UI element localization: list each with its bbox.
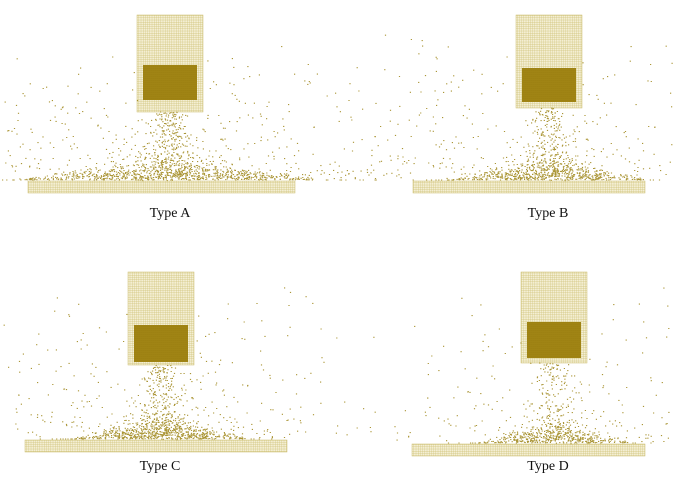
- particles: [260, 41, 672, 181]
- particle-block: [143, 65, 197, 100]
- base-plate: [412, 444, 645, 456]
- particle-block: [134, 325, 188, 362]
- particle-block: [522, 68, 576, 102]
- particles: [344, 288, 669, 444]
- particles: [4, 288, 411, 440]
- particle-block: [527, 322, 581, 358]
- figure: Type A Type B Type C Type D: [0, 0, 674, 479]
- simulation-panel: [344, 272, 669, 456]
- base-plate: [413, 181, 645, 193]
- particles: [2, 35, 586, 181]
- panel-label: Type B: [528, 206, 569, 221]
- panel-label: Type D: [527, 459, 568, 474]
- panel-label: Type A: [150, 206, 192, 221]
- panel-label: Type C: [140, 459, 181, 474]
- simulation-panel: [2, 15, 586, 193]
- base-plate: [25, 440, 287, 452]
- base-plate: [28, 181, 295, 193]
- simulation-panel: [260, 15, 672, 193]
- simulation-panel: [4, 272, 411, 452]
